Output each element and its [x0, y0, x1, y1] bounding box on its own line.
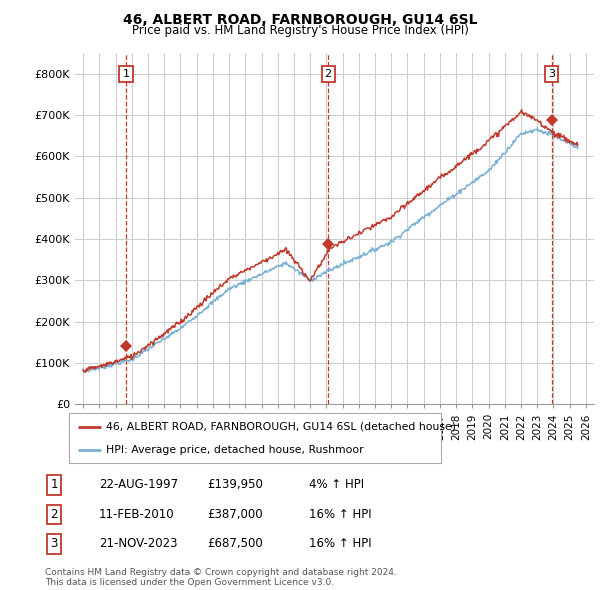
Text: 16% ↑ HPI: 16% ↑ HPI [309, 508, 371, 521]
Text: HPI: Average price, detached house, Rushmoor: HPI: Average price, detached house, Rush… [106, 445, 364, 455]
Text: £687,500: £687,500 [207, 537, 263, 550]
Text: 16% ↑ HPI: 16% ↑ HPI [309, 537, 371, 550]
Text: 46, ALBERT ROAD, FARNBOROUGH, GU14 6SL: 46, ALBERT ROAD, FARNBOROUGH, GU14 6SL [123, 13, 477, 27]
Text: 21-NOV-2023: 21-NOV-2023 [99, 537, 178, 550]
Text: 1: 1 [122, 69, 130, 78]
Text: £387,000: £387,000 [207, 508, 263, 521]
Text: 11-FEB-2010: 11-FEB-2010 [99, 508, 175, 521]
Text: 2: 2 [325, 69, 332, 78]
Text: £139,950: £139,950 [207, 478, 263, 491]
Text: 1: 1 [50, 478, 58, 491]
Text: 4% ↑ HPI: 4% ↑ HPI [309, 478, 364, 491]
Text: 46, ALBERT ROAD, FARNBOROUGH, GU14 6SL (detached house): 46, ALBERT ROAD, FARNBOROUGH, GU14 6SL (… [106, 421, 456, 431]
Text: 3: 3 [548, 69, 556, 78]
Text: 22-AUG-1997: 22-AUG-1997 [99, 478, 178, 491]
Text: 3: 3 [50, 537, 58, 550]
Text: Price paid vs. HM Land Registry's House Price Index (HPI): Price paid vs. HM Land Registry's House … [131, 24, 469, 37]
Text: Contains HM Land Registry data © Crown copyright and database right 2024.
This d: Contains HM Land Registry data © Crown c… [45, 568, 397, 587]
Text: 2: 2 [50, 508, 58, 521]
